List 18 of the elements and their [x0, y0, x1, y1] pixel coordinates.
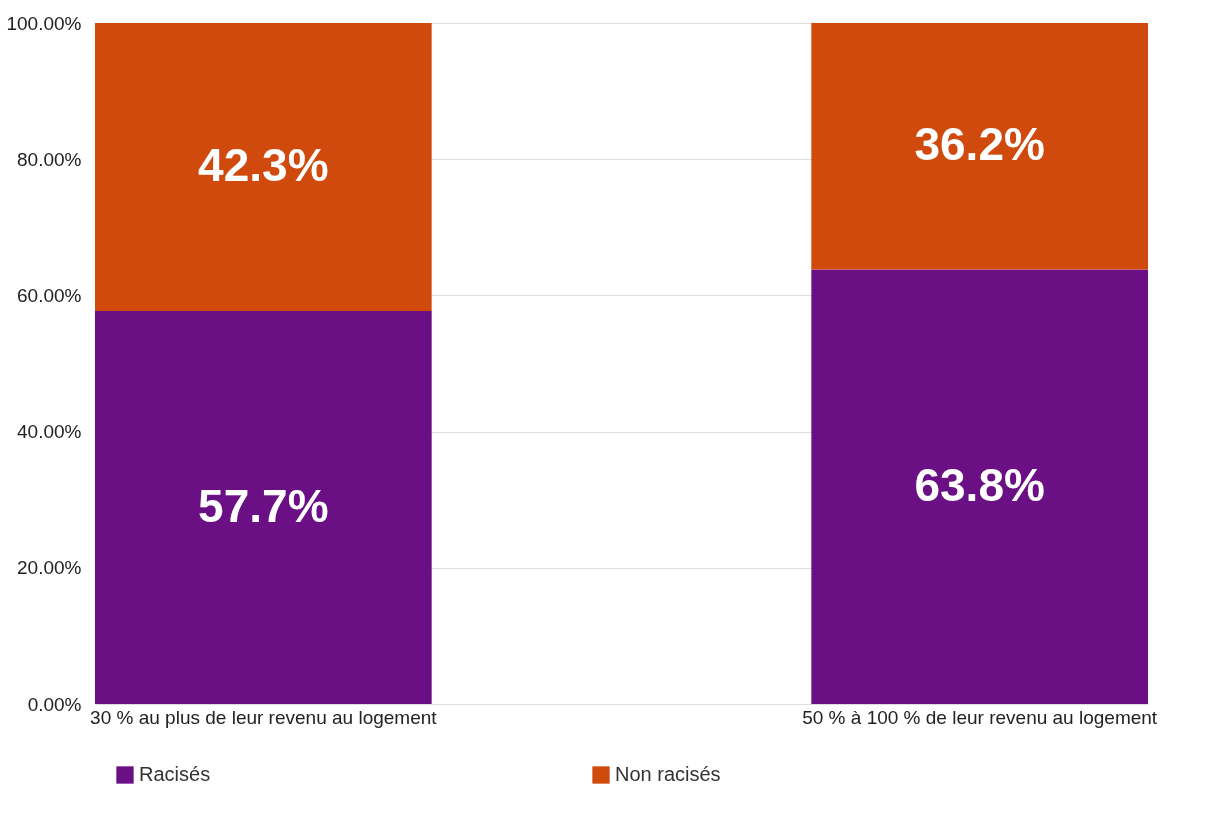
y-tick-label: 0.00%: [27, 693, 82, 715]
data-label: 57.7%: [198, 479, 329, 532]
bar: [95, 23, 432, 312]
y-tick-label: 60.00%: [17, 284, 82, 306]
bar: [811, 269, 1148, 704]
x-tick-label: 30 % au plus de leur revenu au logement: [90, 706, 438, 728]
legend-label: Racisés: [139, 763, 211, 785]
bar: [95, 311, 432, 704]
data-label: 42.3%: [198, 139, 329, 192]
y-tick-label: 80.00%: [17, 148, 82, 170]
y-tick-label: 100.00%: [6, 12, 82, 34]
y-tick-label: 40.00%: [17, 421, 82, 443]
data-label: 63.8%: [914, 458, 1045, 511]
bar: [811, 23, 1148, 270]
legend-label: Non racisés: [615, 763, 721, 785]
data-label: 36.2%: [914, 118, 1045, 171]
y-tick-label: 20.00%: [17, 557, 82, 579]
x-tick-label: 50 % à 100 % de leur revenu au logement: [802, 706, 1158, 728]
